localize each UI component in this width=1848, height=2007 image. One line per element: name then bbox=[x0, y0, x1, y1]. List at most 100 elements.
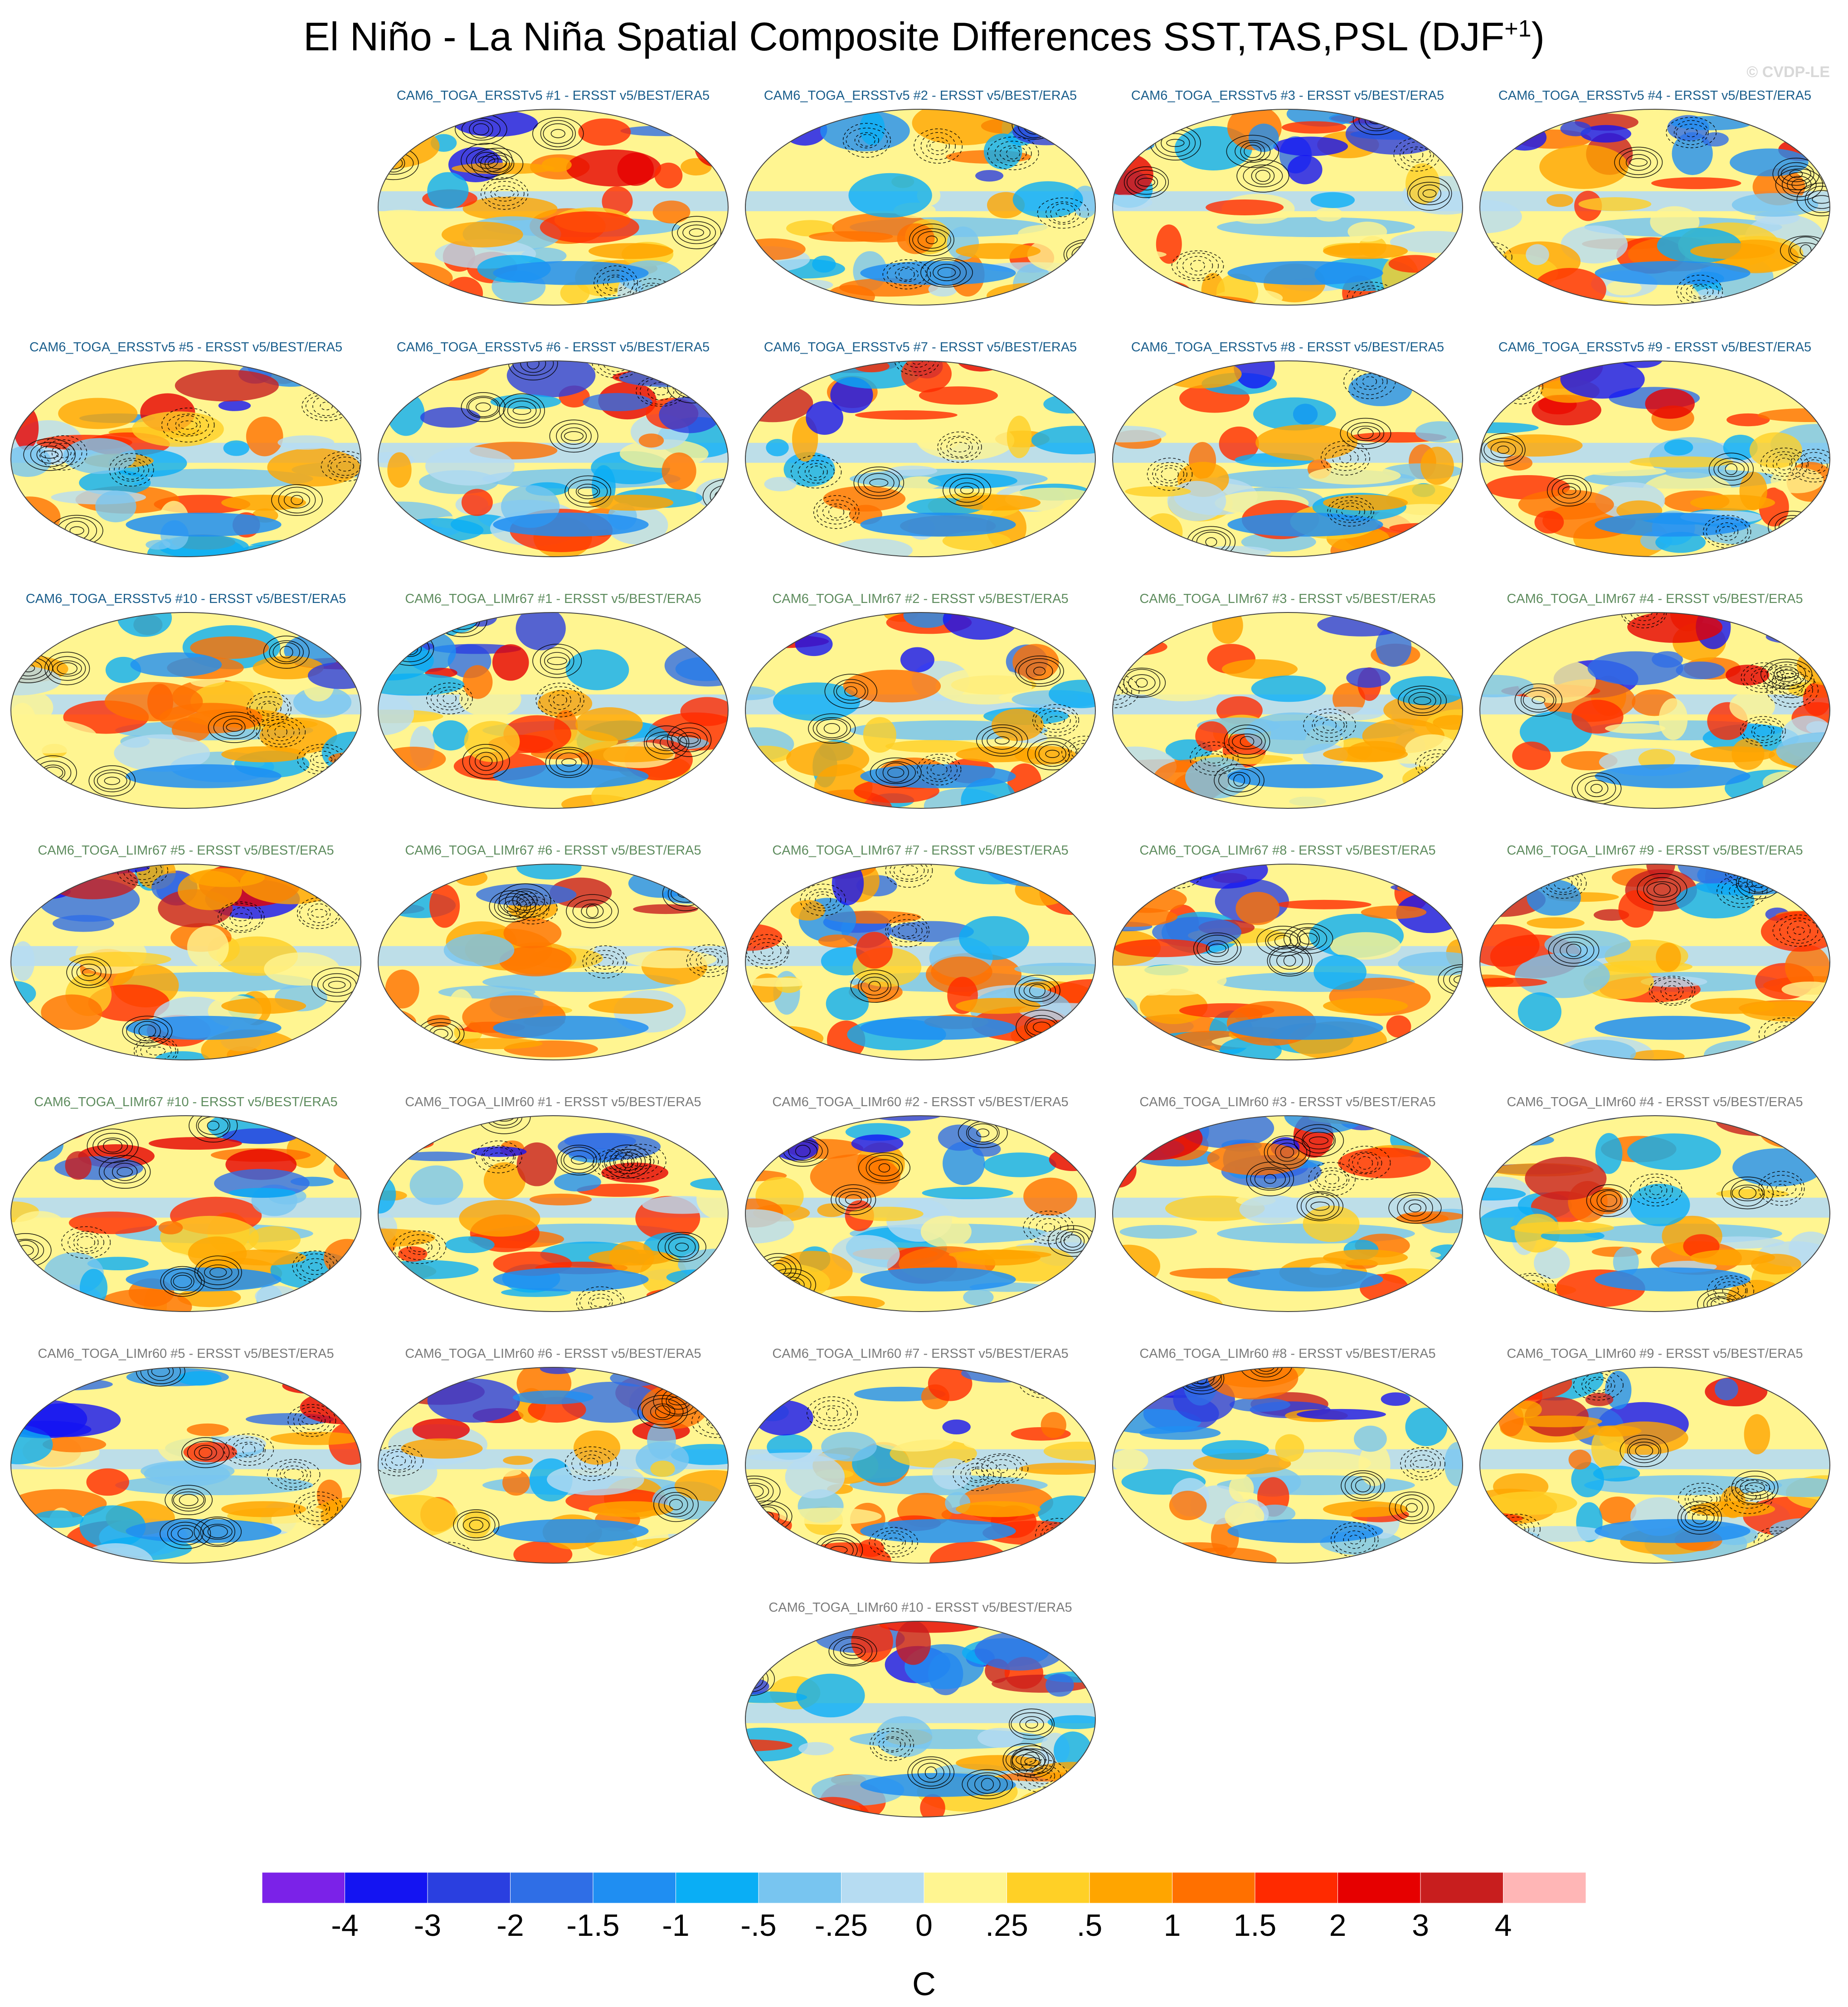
map-panel: CAM6_TOGA_LIMr67 #4 - ERSST v5/BEST/ERA5 bbox=[1474, 592, 1836, 836]
panel-title: CAM6_TOGA_ERSSTv5 #3 - ERSST v5/BEST/ERA… bbox=[1131, 88, 1444, 103]
map-plot bbox=[745, 109, 1096, 306]
panel-title: CAM6_TOGA_LIMr67 #10 - ERSST v5/BEST/ERA… bbox=[34, 1095, 338, 1109]
title-superscript: +1 bbox=[1504, 15, 1532, 42]
map-plot bbox=[1112, 1367, 1463, 1564]
colorbar-swatch bbox=[841, 1872, 924, 1904]
panel-title: CAM6_TOGA_ERSSTv5 #9 - ERSST v5/BEST/ERA… bbox=[1498, 340, 1812, 355]
map-panel: CAM6_TOGA_ERSSTv5 #10 - ERSST v5/BEST/ER… bbox=[5, 592, 367, 836]
title-main: El Niño - La Niña Spatial Composite Diff… bbox=[303, 14, 1505, 59]
panel-title: CAM6_TOGA_LIMr67 #5 - ERSST v5/BEST/ERA5 bbox=[38, 843, 334, 858]
colorbar-tick-label: -2 bbox=[496, 1908, 524, 1943]
panel-title: CAM6_TOGA_LIMr60 #1 - ERSST v5/BEST/ERA5 bbox=[405, 1095, 701, 1109]
panel-title: CAM6_TOGA_LIMr60 #8 - ERSST v5/BEST/ERA5 bbox=[1139, 1346, 1436, 1361]
panel-title: CAM6_TOGA_LIMr60 #9 - ERSST v5/BEST/ERA5 bbox=[1507, 1346, 1803, 1361]
panel-title: CAM6_TOGA_LIMr60 #6 - ERSST v5/BEST/ERA5 bbox=[405, 1346, 701, 1361]
panel-title: CAM6_TOGA_ERSSTv5 #10 - ERSST v5/BEST/ER… bbox=[25, 592, 346, 606]
map-plot bbox=[378, 1115, 729, 1312]
panel-title: CAM6_TOGA_LIMr67 #3 - ERSST v5/BEST/ERA5 bbox=[1139, 592, 1436, 606]
colorbar-tick-label: .25 bbox=[985, 1908, 1028, 1943]
colorbar-swatch bbox=[427, 1872, 511, 1904]
panel-title: CAM6_TOGA_LIMr60 #3 - ERSST v5/BEST/ERA5 bbox=[1139, 1095, 1436, 1109]
map-plot bbox=[378, 1367, 729, 1564]
colorbar-tick-label: -1 bbox=[662, 1908, 689, 1943]
panel-title: CAM6_TOGA_LIMr67 #1 - ERSST v5/BEST/ERA5 bbox=[405, 592, 701, 606]
panel-title: CAM6_TOGA_ERSSTv5 #8 - ERSST v5/BEST/ERA… bbox=[1131, 340, 1444, 355]
map-panel: CAM6_TOGA_ERSSTv5 #4 - ERSST v5/BEST/ERA… bbox=[1474, 88, 1836, 333]
colorbar-swatch bbox=[1089, 1872, 1172, 1904]
colorbar-swatch bbox=[593, 1872, 676, 1904]
colorbar-swatch bbox=[1255, 1872, 1338, 1904]
title-close: ) bbox=[1531, 14, 1545, 59]
map-panel: CAM6_TOGA_ERSSTv5 #8 - ERSST v5/BEST/ERA… bbox=[1106, 340, 1469, 585]
map-panel: CAM6_TOGA_LIMr67 #9 - ERSST v5/BEST/ERA5 bbox=[1474, 843, 1836, 1088]
map-plot bbox=[1479, 612, 1830, 809]
map-panel: CAM6_TOGA_LIMr67 #10 - ERSST v5/BEST/ERA… bbox=[5, 1095, 367, 1340]
colorbar-swatch bbox=[1007, 1872, 1090, 1904]
colorbar-tick-label: -.5 bbox=[740, 1908, 776, 1943]
map-panel: CAM6_TOGA_LIMr67 #3 - ERSST v5/BEST/ERA5 bbox=[1106, 592, 1469, 836]
map-plot bbox=[10, 864, 361, 1060]
colorbar-swatch bbox=[345, 1872, 428, 1904]
map-plot bbox=[745, 360, 1096, 557]
map-plot bbox=[745, 612, 1096, 809]
panel-title: CAM6_TOGA_LIMr67 #8 - ERSST v5/BEST/ERA5 bbox=[1139, 843, 1436, 858]
panel-title: CAM6_TOGA_ERSSTv5 #2 - ERSST v5/BEST/ERA… bbox=[764, 88, 1077, 103]
panel-title: CAM6_TOGA_ERSSTv5 #6 - ERSST v5/BEST/ERA… bbox=[396, 340, 710, 355]
colorbar-tick-label: 1.5 bbox=[1234, 1908, 1277, 1943]
panel-title: CAM6_TOGA_LIMr60 #7 - ERSST v5/BEST/ERA5 bbox=[772, 1346, 1069, 1361]
panel-title: CAM6_TOGA_LIMr67 #9 - ERSST v5/BEST/ERA5 bbox=[1507, 843, 1803, 858]
colorbar-swatch bbox=[676, 1872, 759, 1904]
colorbar-tick-label: 3 bbox=[1412, 1908, 1429, 1943]
panel-title: CAM6_TOGA_LIMr67 #6 - ERSST v5/BEST/ERA5 bbox=[405, 843, 701, 858]
colorbar-tick-label: 4 bbox=[1495, 1908, 1512, 1943]
panel-title: CAM6_TOGA_ERSSTv5 #4 - ERSST v5/BEST/ERA… bbox=[1498, 88, 1812, 103]
colorbar-tick-label: -3 bbox=[414, 1908, 441, 1943]
map-panel: CAM6_TOGA_LIMr60 #5 - ERSST v5/BEST/ERA5 bbox=[5, 1346, 367, 1591]
panel-title: CAM6_TOGA_LIMr60 #4 - ERSST v5/BEST/ERA5 bbox=[1507, 1095, 1803, 1109]
map-plot bbox=[1479, 1367, 1830, 1564]
map-plot bbox=[10, 612, 361, 809]
map-panel: CAM6_TOGA_LIMr60 #2 - ERSST v5/BEST/ERA5 bbox=[739, 1095, 1102, 1340]
panel-title: CAM6_TOGA_LIMr67 #7 - ERSST v5/BEST/ERA5 bbox=[772, 843, 1069, 858]
colorbar-tick-label: 2 bbox=[1329, 1908, 1347, 1943]
map-panel: CAM6_TOGA_LIMr60 #10 - ERSST v5/BEST/ERA… bbox=[739, 1600, 1102, 1845]
map-plot bbox=[1112, 864, 1463, 1060]
map-panel: CAM6_TOGA_LIMr67 #7 - ERSST v5/BEST/ERA5 bbox=[739, 843, 1102, 1088]
panel-title: CAM6_TOGA_LIMr67 #2 - ERSST v5/BEST/ERA5 bbox=[772, 592, 1069, 606]
map-plot bbox=[1479, 360, 1830, 557]
panel-title: CAM6_TOGA_ERSSTv5 #5 - ERSST v5/BEST/ERA… bbox=[29, 340, 343, 355]
map-panel: CAM6_TOGA_ERSSTv5 #7 - ERSST v5/BEST/ERA… bbox=[739, 340, 1102, 585]
map-panel: CAM6_TOGA_LIMr60 #9 - ERSST v5/BEST/ERA5 bbox=[1474, 1346, 1836, 1591]
colorbar-units: C bbox=[912, 1966, 936, 2002]
map-panel: CAM6_TOGA_LIMr67 #1 - ERSST v5/BEST/ERA5 bbox=[372, 592, 734, 836]
colorbar-tick-label: 0 bbox=[915, 1908, 933, 1943]
map-panel: CAM6_TOGA_ERSSTv5 #6 - ERSST v5/BEST/ERA… bbox=[372, 340, 734, 585]
panel-title: CAM6_TOGA_LIMr60 #10 - ERSST v5/BEST/ERA… bbox=[768, 1600, 1072, 1615]
colorbar-tick-label: 1 bbox=[1164, 1908, 1181, 1943]
map-panel: CAM6_TOGA_LIMr67 #5 - ERSST v5/BEST/ERA5 bbox=[5, 843, 367, 1088]
map-panel: CAM6_TOGA_LIMr60 #1 - ERSST v5/BEST/ERA5 bbox=[372, 1095, 734, 1340]
map-panel: CAM6_TOGA_LIMr67 #6 - ERSST v5/BEST/ERA5 bbox=[372, 843, 734, 1088]
panel-title: CAM6_TOGA_ERSSTv5 #7 - ERSST v5/BEST/ERA… bbox=[764, 340, 1077, 355]
map-plot bbox=[10, 1367, 361, 1564]
panel-title: CAM6_TOGA_LIMr60 #5 - ERSST v5/BEST/ERA5 bbox=[38, 1346, 334, 1361]
map-panel: CAM6_TOGA_ERSSTv5 #3 - ERSST v5/BEST/ERA… bbox=[1106, 88, 1469, 333]
map-panel: CAM6_TOGA_LIMr60 #3 - ERSST v5/BEST/ERA5 bbox=[1106, 1095, 1469, 1340]
colorbar-tick-label: -4 bbox=[331, 1908, 358, 1943]
map-panel: CAM6_TOGA_LIMr60 #6 - ERSST v5/BEST/ERA5 bbox=[372, 1346, 734, 1591]
map-plot bbox=[745, 1367, 1096, 1564]
map-plot bbox=[378, 612, 729, 809]
watermark: © CVDP-LE bbox=[1746, 63, 1830, 81]
colorbar-swatch bbox=[1420, 1872, 1503, 1904]
map-plot bbox=[378, 360, 729, 557]
colorbar-swatch bbox=[510, 1872, 593, 1904]
colorbar-tick-label: -1.5 bbox=[566, 1908, 619, 1943]
map-panel: CAM6_TOGA_ERSSTv5 #5 - ERSST v5/BEST/ERA… bbox=[5, 340, 367, 585]
map-plot bbox=[378, 109, 729, 306]
figure-title: El Niño - La Niña Spatial Composite Diff… bbox=[0, 14, 1848, 60]
colorbar: -4 -3 -2 -1.5 -1 -.5 -.25 0 .25 .5 1 1.5 2 3 4 bbox=[262, 1872, 1586, 1943]
map-panel: CAM6_TOGA_ERSSTv5 #9 - ERSST v5/BEST/ERA… bbox=[1474, 340, 1836, 585]
map-plot bbox=[1479, 864, 1830, 1060]
colorbar-swatch bbox=[1503, 1872, 1586, 1904]
map-panel: CAM6_TOGA_ERSSTv5 #2 - ERSST v5/BEST/ERA… bbox=[739, 88, 1102, 333]
